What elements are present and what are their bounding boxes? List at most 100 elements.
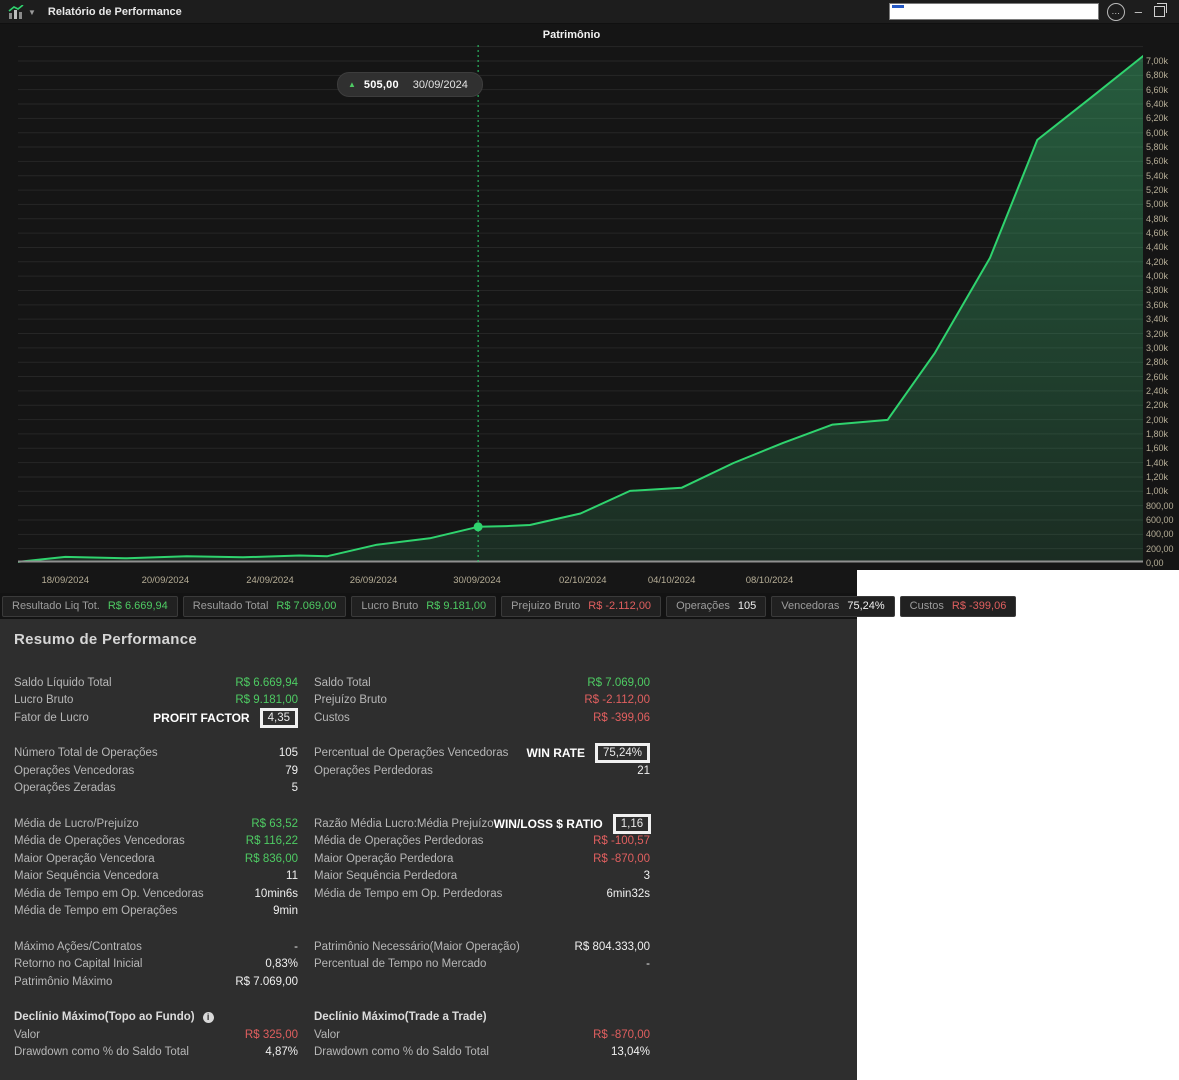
metric-label: Operações Zeradas (14, 782, 116, 795)
metric-label: Número Total de Operações (14, 747, 158, 760)
y-tick-label: 400,00 (1146, 529, 1174, 540)
stat-chip-prejuizo-bruto[interactable]: Prejuizo Bruto R$ -2.112,00 (501, 595, 662, 617)
stat-chip-label: Resultado Total (192, 600, 269, 612)
y-tick-label: 1,80k (1146, 428, 1169, 439)
minimize-button[interactable]: – (1134, 3, 1142, 19)
x-axis: 18/09/2024 20/09/2024 24/09/2024 26/09/2024… (0, 570, 857, 593)
equity-curve-plot[interactable]: ▲ 505,00 30/09/2024 (17, 45, 1144, 563)
x-tick-label: 02/10/2024 (558, 575, 607, 586)
y-tick-label: 5,20k (1146, 185, 1169, 196)
stat-chip-resultado-total[interactable]: Resultado Total R$ 7.069,00 (182, 595, 347, 617)
metric-cell: Média de Operações Perdedoras R$ -100,57 (314, 835, 650, 847)
metric-label: Operações Vencedoras (14, 764, 135, 777)
y-tick-label: 1,20k (1146, 471, 1169, 482)
metric-label: Saldo Total (314, 676, 371, 689)
metric-row: Média de Tempo em Op. Vencedoras 10min6s M… (14, 885, 857, 903)
y-tick-label: 7,00k (1146, 56, 1169, 66)
metric-row: Maior Operação Vencedora R$ 836,00 Maior O… (14, 850, 857, 868)
metric-value: R$ 7.069,00 (587, 676, 650, 689)
x-tick-label: 08/10/2024 (745, 575, 794, 586)
x-tick-label: 26/09/2024 (349, 575, 398, 586)
metric-label: Operações Perdedoras (314, 764, 433, 777)
summary-block: Número Total de Operações 105 Percentual d… (14, 743, 857, 798)
y-tick-label: 6,80k (1146, 70, 1169, 81)
metric-value: R$ 63,52 (251, 817, 298, 830)
metric-label: Maior Operação Perdedora (314, 852, 454, 865)
x-tick-label: 30/09/2024 (453, 575, 501, 586)
metric-cell: Percentual de Operações Vencedoras WIN RA… (314, 743, 650, 764)
metric-cell: Patrimônio Necessário(Maior Operação) R$ … (314, 941, 650, 953)
y-tick-label: 6,60k (1146, 84, 1169, 95)
metric-cell: Maior Operação Perdedora R$ -870,00 (314, 853, 650, 865)
metric-value: 3 (643, 870, 650, 883)
metric-value: 9min (273, 905, 298, 918)
metric-value: 21 (637, 764, 650, 777)
y-tick-label: 3,20k (1146, 328, 1169, 339)
metric-value: R$ -2.112,00 (584, 694, 650, 707)
y-tick-label: 600,00 (1146, 514, 1174, 525)
metric-row: Maior Sequência Vencedora 11 Maior Sequênc… (14, 868, 857, 886)
metric-value-boxed: 4,35 (259, 707, 298, 728)
y-tick-label: 2,40k (1146, 385, 1169, 396)
metric-value: - (294, 940, 298, 953)
metric-cell: Maior Sequência Vencedora 11 (14, 870, 298, 882)
stat-chip-vencedoras[interactable]: Vencedoras 75,24% (771, 595, 895, 617)
stat-chip-resultado-liq-tot-[interactable]: Resultado Liq Tot. R$ 6.669,94 (2, 595, 178, 617)
metric-row: Lucro Bruto R$ 9.181,00 Prejuízo Bruto R$ -… (14, 692, 857, 710)
metric-value: R$ -100,57 (593, 835, 650, 848)
restore-window-button[interactable] (1154, 3, 1167, 17)
stat-chip-value: R$ 9.181,00 (426, 600, 487, 612)
metric-label: Valor (14, 1028, 40, 1041)
metric-row: Média de Operações Vencedoras R$ 116,22 Mé… (14, 833, 857, 851)
metric-value: R$ -870,00 (593, 1028, 650, 1041)
metric-cell: Operações Zeradas 5 (14, 782, 298, 794)
metric-cell: Retorno no Capital Inicial 0,83% (14, 958, 298, 970)
metric-cell: Média de Lucro/Prejuízo R$ 63,52 (14, 818, 298, 830)
metric-value: 10min6s (254, 887, 298, 900)
stat-chip-value: 75,24% (847, 600, 885, 612)
window-title: Relatório de Performance (47, 5, 182, 18)
metric-cell: Drawdown como % do Saldo Total 13,04% (314, 1046, 650, 1058)
y-tick-label: 4,80k (1146, 213, 1169, 224)
metric-row: Operações Vencedoras 79 Operações Perdedor… (14, 762, 857, 780)
y-tick-label: 5,80k (1146, 142, 1169, 153)
metric-label: Patrimônio Necessário(Maior Operação) (314, 940, 520, 953)
stat-chip-opera-es[interactable]: Operações 105 (666, 595, 767, 617)
stat-chip-lucro-bruto[interactable]: Lucro Bruto R$ 9.181,00 (351, 595, 497, 617)
stat-chip-value: R$ 7.069,00 (276, 600, 337, 612)
metric-label: Média de Operações Perdedoras (314, 835, 484, 848)
section-heading: Declínio Máximo(Trade a Trade) (314, 1011, 487, 1024)
metric-row: Drawdown como % do Saldo Total 4,87% Drawd… (14, 1044, 857, 1062)
metric-value: R$ 804.333,00 (574, 940, 650, 953)
chart-title: Patrimônio (542, 29, 601, 41)
metric-label: Maior Sequência Perdedora (314, 870, 458, 883)
metric-label: Média de Tempo em Operações (14, 905, 178, 918)
metric-label: Prejuízo Bruto (314, 694, 387, 707)
metric-cell: Drawdown como % do Saldo Total 4,87% (14, 1046, 298, 1058)
metric-cell: Lucro Bruto R$ 9.181,00 (14, 694, 298, 706)
metric-value: 0,83% (265, 958, 298, 971)
metric-label: Média de Tempo em Op. Perdedoras (314, 887, 503, 900)
selected-point-marker[interactable] (473, 522, 483, 532)
y-tick-label: 4,60k (1146, 228, 1169, 239)
stat-chip-label: Prejuizo Bruto (511, 600, 581, 612)
metric-value: 11 (286, 870, 298, 883)
summary-block: Máximo Ações/Contratos - Patrimônio Necess… (14, 938, 857, 991)
metric-cell: Razão Média Lucro:Média Prejuízo WIN/LOSS… (314, 813, 652, 834)
search-input[interactable] (888, 3, 1099, 20)
stat-chip-value: R$ -2.112,00 (588, 600, 652, 612)
equity-chart-panel: Patrimônio ▲ 505,00 30/09/2024 7,00k 6,80… (0, 24, 1179, 570)
section-heading: Declínio Máximo(Topo ao Fundo) i (14, 1011, 298, 1023)
y-tick-label: 1,60k (1146, 443, 1169, 454)
metric-label: Percentual de Tempo no Mercado (314, 958, 487, 971)
info-icon[interactable]: i (202, 1011, 214, 1023)
more-options-button[interactable]: … (1106, 2, 1125, 21)
y-tick-label: 2,80k (1146, 357, 1169, 368)
tooltip-value: 505,00 (363, 78, 399, 91)
metric-value: 105 (278, 747, 298, 760)
metric-row: Patrimônio Máximo R$ 7.069,00 (14, 973, 857, 991)
stat-chip-custos[interactable]: Custos R$ -399,06 (899, 595, 1017, 617)
metric-cell: Máximo Ações/Contratos - (14, 941, 298, 953)
chevron-down-icon[interactable]: ▼ (28, 8, 36, 17)
metric-row: Número Total de Operações 105 Percentual d… (14, 743, 857, 764)
